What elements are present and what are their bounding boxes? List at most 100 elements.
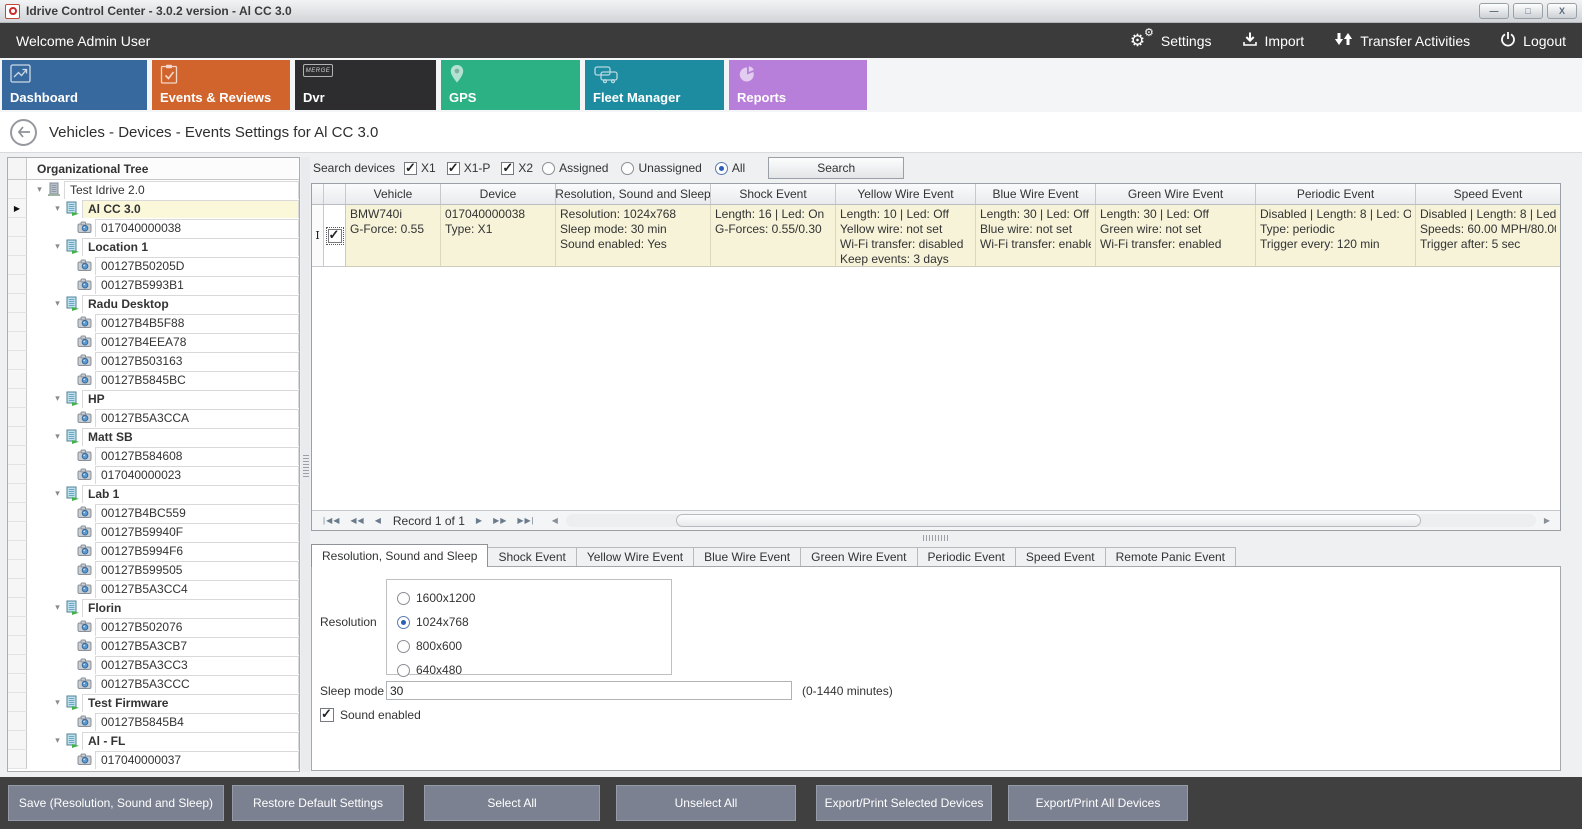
sleep-mode-input[interactable] [386,681,792,700]
tab-blue-wire-event[interactable]: Blue Wire Event [694,547,802,567]
tree-row[interactable]: 00127B584608 [8,446,299,465]
tree-node-label[interactable]: 017040000037 [95,750,299,769]
scroll-right-arrow[interactable]: ▶ [1543,516,1550,525]
grid-cell[interactable]: Length: 10 | Led: Off Yellow wire: not se… [836,205,976,267]
tree-node-label[interactable]: HP [82,389,299,408]
close-button[interactable]: X [1547,3,1577,19]
grid-cell[interactable]: BMW740i G-Force: 0.55 [346,205,441,267]
tree-row[interactable]: 00127B503163 [8,351,299,370]
device-type-filter[interactable]: X2 [501,160,533,176]
tree-node-label[interactable]: 00127B584608 [95,446,299,465]
tile-fleet-manager[interactable]: Fleet Manager [585,60,724,110]
column-header[interactable]: Device [441,184,556,204]
nav-last-button[interactable]: ▶▶| [517,516,535,525]
tree-row[interactable]: 00127B4EEA78 [8,332,299,351]
tree-row[interactable]: ▾ Al - FL [8,731,299,750]
tree-node-label[interactable]: Test Idrive 2.0 [64,180,299,199]
tree-row[interactable]: 00127B5993B1 [8,275,299,294]
collapse-arrow-icon[interactable]: ▾ [55,431,60,441]
radio-button[interactable] [397,639,410,653]
tile-events-reviews[interactable]: Events & Reviews [152,60,290,110]
tab-periodic-event[interactable]: Periodic Event [917,547,1016,567]
save-resolution-sound-and-sleep-button[interactable]: Save (Resolution, Sound and Sleep) [8,785,224,821]
grid-cell[interactable]: Length: 16 | Led: On G-Forces: 0.55/0.30 [711,205,836,267]
tree-row[interactable]: 017040000038 [8,218,299,237]
grid-cell[interactable]: Resolution: 1024x768 Sleep mode: 30 min So… [556,205,711,267]
tree-row[interactable]: ▾ Matt SB [8,427,299,446]
scroll-left-arrow[interactable]: ◀ [551,516,558,525]
tree-row[interactable]: 00127B5A3CC3 [8,655,299,674]
tree-node-label[interactable]: 00127B5993B1 [95,275,299,294]
tree-node-label[interactable]: 017040000038 [95,218,299,237]
sound-enabled-option[interactable]: Sound enabled [320,706,421,722]
tree-node-label[interactable]: 00127B5845B4 [95,712,299,731]
tree-node-label[interactable]: Location 1 [82,237,299,256]
checkbox[interactable] [446,160,460,176]
column-header[interactable]: Yellow Wire Event [836,184,976,204]
scrollbar-thumb[interactable] [675,514,1421,527]
horizontal-scrollbar[interactable]: ◀ ▶ [548,514,1554,527]
tree-row[interactable]: ▾ Test Idrive 2.0 [8,180,299,199]
tree-node-label[interactable]: 00127B5994F6 [95,541,299,560]
tree-row[interactable]: ▾ HP [8,389,299,408]
nav-next-page-button[interactable]: ▶▶ [493,516,508,525]
tree-node-label[interactable]: 00127B4EEA78 [95,332,299,351]
nav-first-button[interactable]: |◀◀ [323,516,341,525]
collapse-arrow-icon[interactable]: ▾ [55,735,60,745]
tree-row[interactable]: ▾ Florin [8,598,299,617]
tree-node-label[interactable]: Radu Desktop [82,294,299,313]
tree-node-label[interactable]: 00127B5845BC [95,370,299,389]
tree-node-label[interactable]: Florin [82,598,299,617]
restore-default-settings-button[interactable]: Restore Default Settings [232,785,404,821]
tree-row[interactable]: 00127B5A3CC4 [8,579,299,598]
tree-node-label[interactable]: 00127B59940F [95,522,299,541]
tree-node-label[interactable]: 00127B4BC559 [95,503,299,522]
tile-dashboard[interactable]: Dashboard [2,60,147,110]
tree-row[interactable]: 00127B4BC559 [8,503,299,522]
import-button[interactable]: Import [1242,31,1304,50]
radio-button[interactable] [397,663,410,677]
maximize-button[interactable]: □ [1513,3,1543,19]
collapse-arrow-icon[interactable]: ▾ [55,203,60,213]
select-all-button[interactable]: Select All [424,785,600,821]
row-checkbox[interactable] [327,227,342,243]
nav-next-button[interactable]: ▶ [475,516,484,525]
export-print-all-devices-button[interactable]: Export/Print All Devices [1008,785,1188,821]
sound-enabled-checkbox[interactable] [320,706,334,722]
tree-row[interactable]: 00127B502076 [8,617,299,636]
tree-row[interactable]: 00127B5A3CB7 [8,636,299,655]
tree-node-label[interactable]: Matt SB [82,427,299,446]
grid-cell[interactable]: Length: 30 | Led: Off Blue wire: not set W… [976,205,1096,267]
collapse-arrow-icon[interactable]: ▾ [55,602,60,612]
tree-row[interactable]: 00127B599505 [8,560,299,579]
tree-row[interactable]: 00127B5994F6 [8,541,299,560]
radio-button[interactable] [714,161,728,175]
tree-node-label[interactable]: 00127B5A3CB7 [95,636,299,655]
assignment-filter[interactable]: Unassigned [621,161,702,175]
tile-reports[interactable]: Reports [729,60,867,110]
checkbox[interactable] [404,160,418,176]
tree-row[interactable]: ▾ Location 1 [8,237,299,256]
grid-cell[interactable]: 017040000038 Type: X1 [441,205,556,267]
tree-row[interactable]: ▶ ▾ Al CC 3.0 [8,199,299,218]
tree-row[interactable]: 00127B5845B4 [8,712,299,731]
column-header[interactable]: Green Wire Event [1096,184,1256,204]
logout-button[interactable]: Logout [1500,31,1566,50]
tree-row[interactable]: 00127B5A3CCA [8,408,299,427]
tab-green-wire-event[interactable]: Green Wire Event [801,547,918,567]
radio-button[interactable] [621,161,635,175]
collapse-arrow-icon[interactable]: ▾ [55,393,60,403]
tree-row[interactable]: 017040000037 [8,750,299,769]
checkbox[interactable] [501,160,515,176]
radio-button[interactable] [397,591,410,605]
tree-node-label[interactable]: Lab 1 [82,484,299,503]
settings-button[interactable]: ⚙ ⚙ Settings [1130,27,1212,51]
tree-node-label[interactable]: 00127B4B5F88 [95,313,299,332]
horizontal-splitter[interactable] [311,531,1561,545]
resolution-option[interactable]: 800x600 [397,634,671,658]
grid-cell[interactable]: Disabled | Length: 8 | Led: Off Type: per… [1256,205,1416,267]
device-type-filter[interactable]: X1 [404,160,436,176]
resolution-option[interactable]: 1024x768 [397,610,671,634]
column-header[interactable]: Periodic Event [1256,184,1416,204]
